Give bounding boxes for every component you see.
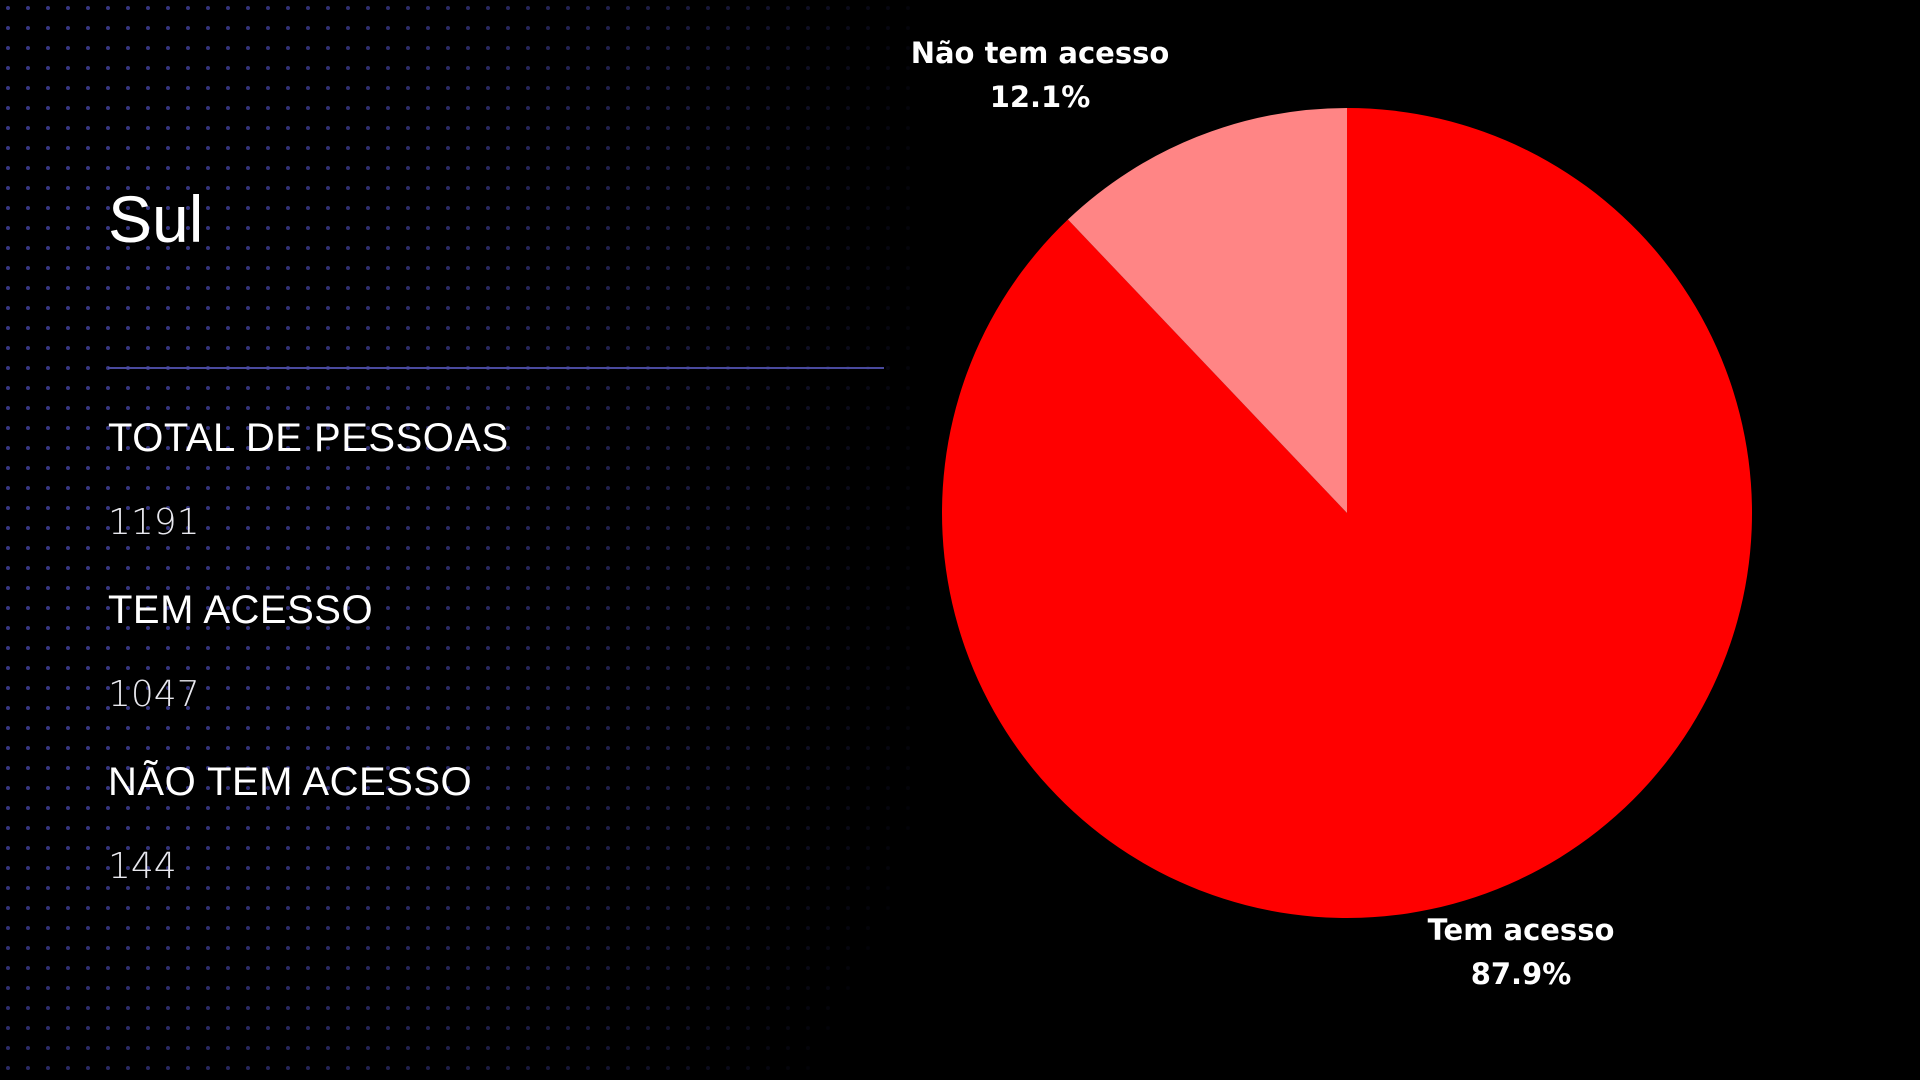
stat-value-nao-tem-acesso: 144 [108, 846, 177, 887]
slice-label-nao-tem-acesso: Não tem acesso [911, 36, 1170, 70]
stat-label-nao-tem-acesso: NÃO TEM ACESSO [108, 760, 473, 804]
slice-percent-tem-acesso: 87.9% [1471, 957, 1572, 991]
stat-value-total: 1191 [108, 502, 200, 543]
pie-slice-nao-tem-acesso [1067, 108, 1347, 513]
divider [108, 367, 884, 369]
slide-title: Sul [108, 182, 204, 256]
slice-label-tem-acesso: Tem acesso [1428, 913, 1615, 947]
pie-slice-tem-acesso [942, 108, 1753, 918]
stat-value-tem-acesso: 1047 [108, 674, 200, 715]
stat-label-tem-acesso: TEM ACESSO [108, 588, 374, 632]
slice-percent-nao-tem-acesso: 12.1% [990, 80, 1091, 114]
stat-label-total: TOTAL DE PESSOAS [108, 416, 509, 460]
